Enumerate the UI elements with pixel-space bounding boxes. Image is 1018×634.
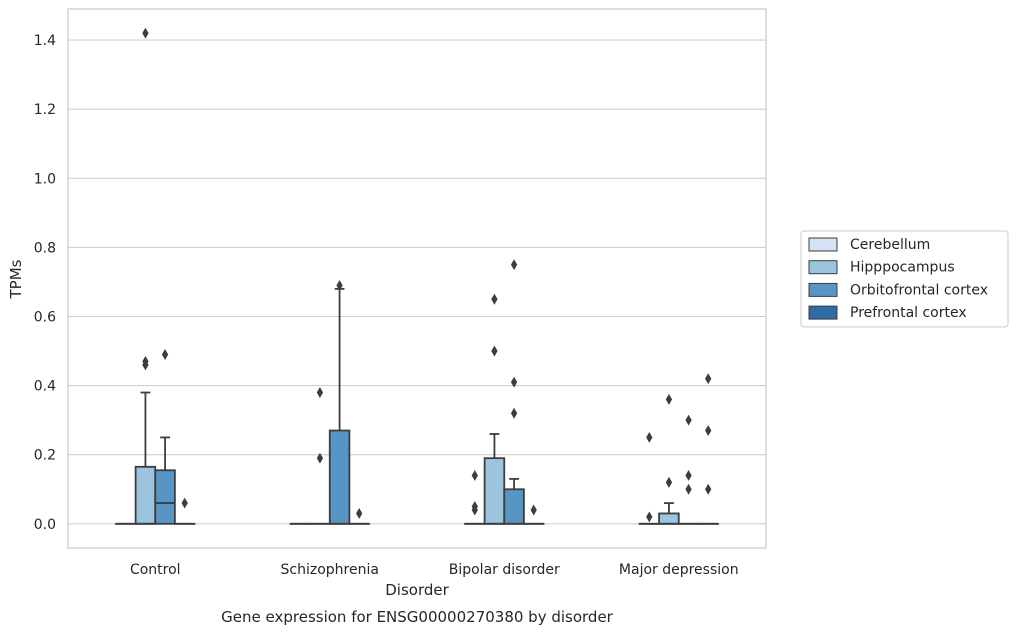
- box: [154, 469, 176, 525]
- legend-label: Hipppocampus: [850, 260, 955, 276]
- outlier-point: [316, 387, 324, 398]
- box-group: [289, 287, 370, 525]
- y-tick-label: 0.8: [34, 240, 56, 256]
- outlier-point: [181, 497, 188, 509]
- box: [503, 488, 525, 525]
- outlier-point: [646, 511, 653, 523]
- outlier-point: [491, 345, 498, 357]
- x-tick-labels: Control Schizophrenia Bipolar disorder Majo…: [130, 562, 739, 578]
- box-groups: [115, 287, 719, 525]
- x-tick-label: Major depression: [619, 562, 739, 578]
- legend-label: Prefrontal cortex: [850, 305, 967, 321]
- y-axis-label: TPMs: [7, 259, 25, 299]
- outlier-point: [356, 507, 363, 519]
- y-tick-label: 1.4: [34, 33, 56, 49]
- chart-caption: Gene expression for ENSG00000270380 by d…: [221, 608, 614, 626]
- outlier-point: [705, 373, 712, 385]
- outlier-point: [336, 279, 343, 291]
- outlier-point: [510, 259, 518, 271]
- legend-label: Cerebellum: [850, 237, 930, 253]
- box: [134, 465, 157, 525]
- outlier-point: [665, 476, 673, 488]
- box-group: [638, 502, 719, 525]
- outlier-point: [685, 483, 692, 495]
- legend-swatch: [808, 305, 838, 320]
- x-axis-label: Disorder: [385, 581, 449, 599]
- outlier-point: [510, 376, 518, 388]
- outlier-point: [491, 293, 498, 305]
- y-tick-label: 1.0: [34, 171, 56, 187]
- box: [483, 457, 506, 525]
- y-tick-label: 0.2: [34, 448, 56, 464]
- box-group: [115, 391, 196, 525]
- legend-label: Orbitofrontal cortex: [850, 282, 988, 298]
- legend-swatch: [808, 282, 838, 297]
- outlier-point: [161, 349, 169, 360]
- y-tick-label: 0.4: [34, 379, 56, 395]
- outlier-point: [316, 452, 324, 464]
- x-tick-label: Bipolar disorder: [449, 562, 560, 578]
- outlier-point: [471, 504, 478, 516]
- legend-frame: [800, 230, 1009, 328]
- outlier-point: [665, 393, 673, 405]
- y-tick-label: 0.0: [34, 517, 56, 533]
- outlier-point: [142, 359, 149, 371]
- x-tick-label: Control: [130, 562, 181, 578]
- legend-swatch: [808, 237, 838, 252]
- y-tick-label: 0.6: [34, 310, 56, 326]
- outlier-point: [705, 425, 712, 436]
- x-tick-label: Schizophrenia: [281, 562, 379, 578]
- outlier-point: [510, 407, 518, 419]
- box: [658, 512, 680, 525]
- outlier-point: [646, 431, 653, 443]
- box-group: [464, 433, 545, 525]
- outlier-point: [530, 504, 537, 516]
- outlier-point: [471, 469, 478, 481]
- legend: Cerebellum Hipppocampus Orbitofrontal cort…: [800, 230, 1009, 328]
- y-tick-label: 1.2: [34, 102, 56, 118]
- outlier-point: [685, 469, 692, 481]
- box: [328, 429, 351, 525]
- outlier-point: [705, 483, 712, 495]
- outlier-point: [142, 27, 149, 39]
- y-tick-labels: 0.0 0.2 0.4 0.6 0.8 1.0 1.2 1.4: [34, 33, 56, 533]
- outlier-points: [142, 27, 712, 523]
- outlier-point: [685, 414, 692, 426]
- legend-swatch: [808, 260, 838, 275]
- plot-frame: [67, 8, 767, 549]
